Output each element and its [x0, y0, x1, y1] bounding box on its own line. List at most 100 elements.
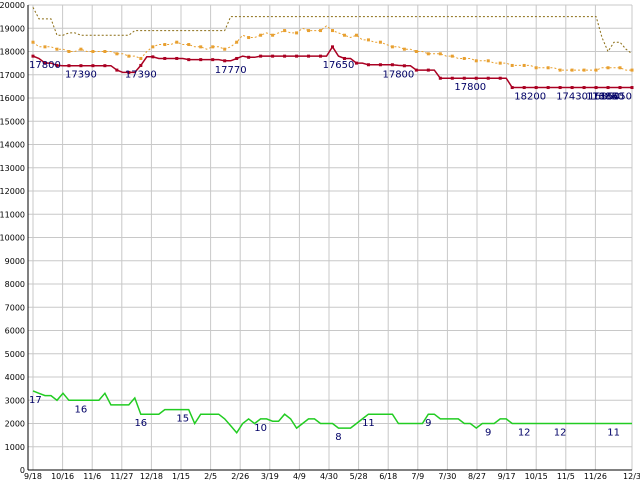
x-tick-label: 2/5: [204, 472, 217, 480]
series-2-point: [103, 64, 107, 68]
data-label: 11: [362, 418, 375, 429]
data-label: 9: [425, 418, 431, 429]
x-tick-label: 1/15: [172, 472, 190, 480]
series-2-point: [558, 86, 562, 90]
series-2-point: [283, 54, 287, 58]
series-1-point: [582, 68, 586, 72]
series-1-point: [247, 36, 251, 40]
y-tick-label: 7000: [5, 303, 25, 312]
series-2-point: [570, 86, 574, 90]
series-1-point: [426, 52, 430, 56]
data-label: 16: [75, 404, 88, 415]
series-1-point: [558, 68, 562, 72]
series-1-point: [211, 45, 215, 49]
series-2-point: [67, 64, 71, 68]
x-tick-label: 11/5: [557, 472, 575, 480]
y-tick-label: 13000: [0, 164, 25, 173]
series-1-point: [606, 66, 610, 70]
x-tick-label: 9/17: [498, 472, 516, 480]
series-1-point: [594, 68, 598, 72]
x-tick-label: 7/9: [411, 472, 424, 480]
series-2-point: [223, 59, 227, 63]
series-2-point: [247, 55, 251, 59]
y-tick-label: 2000: [5, 420, 25, 429]
series-2-point: [630, 86, 634, 90]
series-2-point: [115, 68, 119, 72]
series-2-point: [259, 54, 263, 58]
x-tick-label: 5/28: [350, 472, 368, 480]
y-tick-label: 5000: [5, 350, 25, 359]
series-1-point: [235, 40, 239, 44]
series-2-point: [139, 63, 143, 67]
series-1-point: [307, 29, 311, 33]
x-tick-label: 4/9: [293, 472, 306, 480]
data-label: 15: [176, 414, 189, 425]
series-1-point: [331, 29, 334, 33]
series-1-point: [163, 43, 167, 47]
x-tick-label: 9/18: [24, 472, 42, 480]
data-label: 16850: [592, 92, 624, 103]
data-label: 17800: [382, 69, 414, 80]
series-2-point: [354, 61, 358, 65]
data-label: 18200: [514, 92, 546, 103]
x-tick-labels: 9/18 10/16 11/6 11/27 12/18 1/15 2/5 2/26 3/19 4/…: [24, 472, 640, 480]
series-2-point: [199, 58, 203, 62]
data-label: 16850: [588, 92, 620, 103]
y-tick-label: 17000: [0, 71, 25, 80]
series-2-point: [31, 54, 35, 58]
series-1-point: [366, 38, 370, 42]
data-label: 16450: [600, 92, 632, 103]
data-label: 17800: [454, 82, 486, 93]
x-tick-label: 7/30: [438, 472, 456, 480]
series-1-point: [259, 33, 263, 37]
series-1-point: [414, 50, 418, 53]
series-1-point: [522, 63, 526, 67]
y-tick-label: 6000: [5, 327, 25, 336]
series-2-point: [414, 68, 418, 72]
y-tick-label: 14000: [0, 141, 25, 150]
series-2-point: [307, 54, 311, 58]
data-label: 17390: [125, 69, 157, 80]
series-1-point: [271, 33, 275, 37]
x-tick-label: 10/16: [51, 472, 74, 480]
series-2-point: [91, 64, 95, 68]
data-label: 11: [607, 428, 620, 439]
series-2-point: [390, 63, 394, 67]
y-tick-label: 0: [20, 466, 25, 475]
series-2-point: [426, 68, 430, 72]
series-2-point: [378, 63, 382, 67]
y-tick-label: 3000: [5, 396, 25, 405]
series-2-point: [546, 86, 550, 90]
data-label: 17770: [215, 65, 247, 76]
data-label: 12: [554, 428, 567, 439]
x-tick-label: 11/6: [83, 472, 101, 480]
y-tick-labels: 0 1000 2000 3000 4000 5000 6000 7000 8000 9000 100…: [0, 1, 25, 475]
y-tick-label: 19000: [0, 24, 25, 33]
data-label: 17430: [556, 92, 588, 103]
y-tick-label: 9000: [5, 257, 25, 266]
data-label: 8: [335, 432, 341, 443]
series-1-point: [378, 40, 382, 44]
series-1-point: [402, 47, 406, 51]
series-1-point: [67, 50, 71, 53]
series-2-point: [187, 58, 191, 62]
series-1-point: [199, 45, 203, 49]
series-line-0: [32, 7, 633, 55]
series-2-point: [618, 86, 622, 90]
series-2-point: [450, 76, 454, 80]
series-2-point: [271, 54, 275, 58]
series-2-point: [331, 45, 334, 49]
series-2-point: [295, 54, 299, 58]
series-2-point: [366, 63, 370, 67]
series-1-point: [319, 29, 323, 33]
x-tick-label: 4/30: [320, 472, 338, 480]
series-1-point: [486, 59, 490, 63]
series-line-3: [32, 390, 632, 435]
x-tick-label: 12/18: [140, 472, 163, 480]
series-2-point: [522, 86, 526, 90]
series-2-point: [235, 56, 239, 60]
series-1-point: [462, 56, 466, 60]
series-1-point: [510, 63, 514, 67]
y-tick-label: 4000: [5, 373, 25, 382]
